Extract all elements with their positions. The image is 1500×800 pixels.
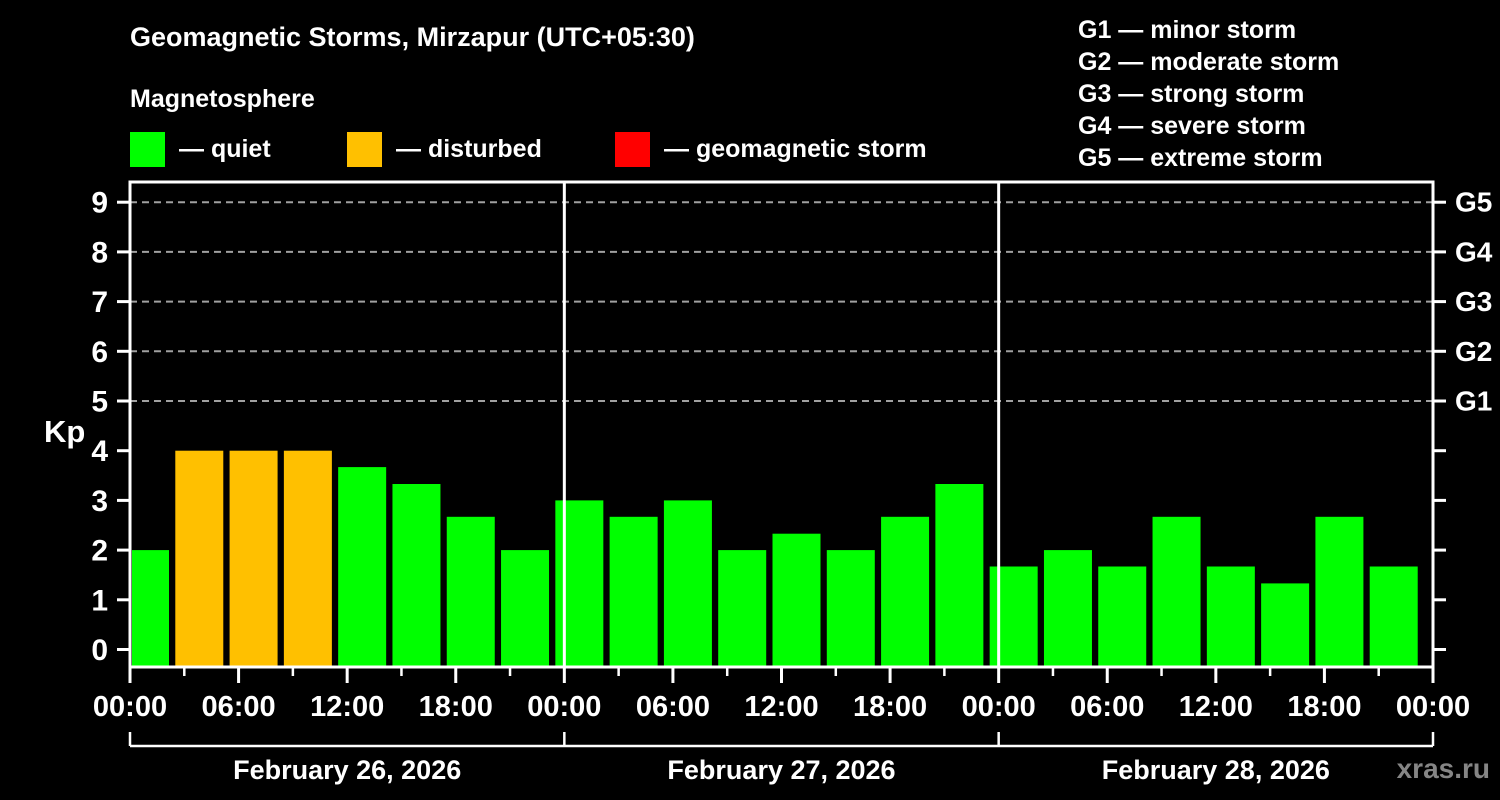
- g-scale-legend-line-g3: G3 — strong storm: [1078, 80, 1305, 108]
- y-axis-title: Kp: [44, 414, 85, 449]
- chart-subtitle: Magnetosphere: [130, 85, 315, 113]
- kp-bar-quiet: [718, 550, 767, 666]
- kp-bar-quiet: [1206, 566, 1255, 666]
- legend-label-storm: — geomagnetic storm: [664, 135, 927, 163]
- kp-bar-quiet: [989, 566, 1038, 666]
- x-tick-label: 12:00: [744, 691, 818, 723]
- y-tick-label: 8: [91, 236, 108, 269]
- kp-bar-quiet: [826, 550, 875, 666]
- y-tick-label: 4: [91, 435, 108, 468]
- kp-bar-quiet: [1043, 550, 1092, 666]
- y-tick-label: 5: [91, 386, 108, 419]
- kp-bar-quiet: [1152, 516, 1201, 666]
- g-scale-legend-line-g4: G4 — severe storm: [1078, 112, 1306, 140]
- kp-bar-quiet: [1261, 583, 1310, 666]
- chart-title: Geomagnetic Storms, Mirzapur (UTC+05:30): [130, 22, 695, 52]
- disturbed-color-swatch: [347, 132, 382, 167]
- kp-bar-disturbed: [175, 450, 224, 666]
- x-tick-label: 00:00: [93, 691, 167, 723]
- x-tick-label: 18:00: [853, 691, 927, 723]
- x-tick-label: 06:00: [201, 691, 275, 723]
- kp-bar-quiet: [132, 550, 169, 666]
- kp-bar-quiet: [609, 516, 658, 666]
- y-tick-label: 9: [91, 187, 108, 220]
- x-tick-label: 00:00: [1396, 691, 1470, 723]
- kp-bar-quiet: [501, 550, 550, 666]
- kp-bar-quiet: [1315, 516, 1364, 666]
- y-tick-label: 7: [91, 286, 108, 319]
- g-scale-legend-line-g5: G5 — extreme storm: [1078, 144, 1323, 172]
- y-tick-label: 1: [91, 584, 108, 617]
- kp-bar-quiet: [772, 533, 821, 666]
- y-tick-label: 3: [91, 485, 108, 518]
- g-level-label: G4: [1455, 236, 1493, 267]
- g-scale-legend-line-g1: G1 — minor storm: [1078, 16, 1297, 44]
- storm-color-swatch: [615, 132, 650, 167]
- x-tick-label: 12:00: [1179, 691, 1253, 723]
- g-level-label: G1: [1455, 386, 1492, 417]
- g-level-label: G2: [1455, 336, 1492, 367]
- kp-bar-disturbed: [283, 450, 332, 666]
- legend-label-quiet: — quiet: [179, 135, 271, 163]
- kp-bar-quiet: [1369, 566, 1418, 666]
- date-label: February 28, 2026: [1102, 755, 1330, 785]
- x-tick-label: 00:00: [962, 691, 1036, 723]
- watermark: xras.ru: [1396, 753, 1490, 784]
- legend-label-disturbed: — disturbed: [396, 135, 542, 163]
- x-tick-label: 12:00: [310, 691, 384, 723]
- legend-item-disturbed: — disturbed: [347, 132, 542, 167]
- x-tick-label: 00:00: [527, 691, 601, 723]
- x-tick-label: 06:00: [1070, 691, 1144, 723]
- quiet-color-swatch: [130, 132, 165, 167]
- kp-bar-quiet: [555, 500, 604, 666]
- kp-bar-quiet: [935, 483, 984, 666]
- kp-bar-quiet: [1098, 566, 1147, 666]
- x-tick-label: 18:00: [1287, 691, 1361, 723]
- g-level-label: G3: [1455, 286, 1492, 317]
- kp-bar-quiet: [663, 500, 712, 666]
- kp-bar-quiet: [338, 467, 387, 666]
- g-scale-legend: G1 — minor storm G2 — moderate storm G3 …: [1078, 14, 1339, 174]
- y-tick-label: 6: [91, 336, 108, 369]
- date-label: February 27, 2026: [667, 755, 895, 785]
- g-scale-legend-line-g2: G2 — moderate storm: [1078, 48, 1340, 76]
- x-tick-label: 06:00: [636, 691, 710, 723]
- kp-bar-quiet: [446, 516, 495, 666]
- legend-item-storm: — geomagnetic storm: [615, 132, 927, 167]
- x-tick-label: 18:00: [419, 691, 493, 723]
- kp-bar-quiet: [881, 516, 930, 666]
- y-tick-label: 0: [91, 634, 108, 667]
- kp-bar-disturbed: [229, 450, 278, 666]
- g-level-label: G5: [1455, 187, 1492, 218]
- y-tick-label: 2: [91, 535, 108, 568]
- legend-item-quiet: — quiet: [130, 132, 271, 167]
- date-label: February 26, 2026: [233, 755, 461, 785]
- kp-bar-quiet: [392, 483, 441, 666]
